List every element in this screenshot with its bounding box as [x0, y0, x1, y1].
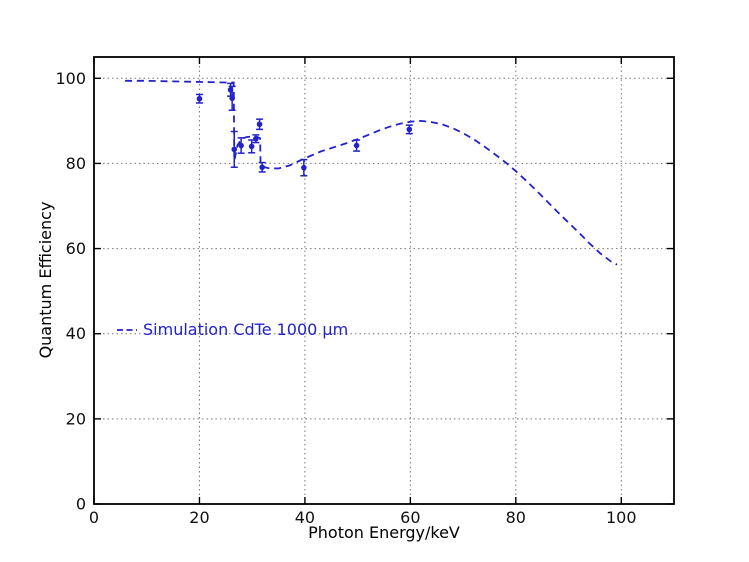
y-tick-label: 60	[66, 239, 86, 258]
x-axis-title: Photon Energy/keV	[308, 523, 460, 542]
data-point-marker	[231, 146, 238, 153]
x-tick-label: 40	[295, 508, 315, 527]
y-tick-label: 100	[55, 69, 86, 88]
y-axis-title: Quantum Efficiency	[36, 201, 55, 359]
data-point-marker	[256, 121, 263, 128]
simulation-curve	[125, 79, 618, 266]
legend-label: Simulation CdTe 1000 μm	[143, 320, 349, 339]
x-tick-label: 100	[606, 508, 637, 527]
y-tick-label: 20	[66, 409, 86, 428]
data-point-marker	[229, 95, 235, 102]
data-point-marker	[253, 135, 259, 142]
plot-frame	[93, 56, 675, 505]
x-tick-label: 0	[89, 508, 99, 527]
data-point-marker	[196, 95, 203, 102]
data-point-marker	[238, 142, 244, 149]
data-point-marker	[248, 143, 255, 150]
data-point-marker	[301, 164, 307, 171]
data-point-marker	[406, 126, 413, 133]
x-tick-label: 80	[506, 508, 526, 527]
x-tick-label: 60	[400, 508, 420, 527]
y-tick-label: 0	[76, 495, 86, 514]
legend-dashed-line-sample	[117, 329, 137, 331]
y-tick-label: 80	[66, 154, 86, 173]
legend: Simulation CdTe 1000 μm	[116, 320, 348, 340]
x-tick-label: 20	[189, 508, 209, 527]
data-point-marker	[259, 164, 266, 171]
data-point-marker	[353, 142, 360, 149]
y-tick-label: 40	[66, 324, 86, 343]
